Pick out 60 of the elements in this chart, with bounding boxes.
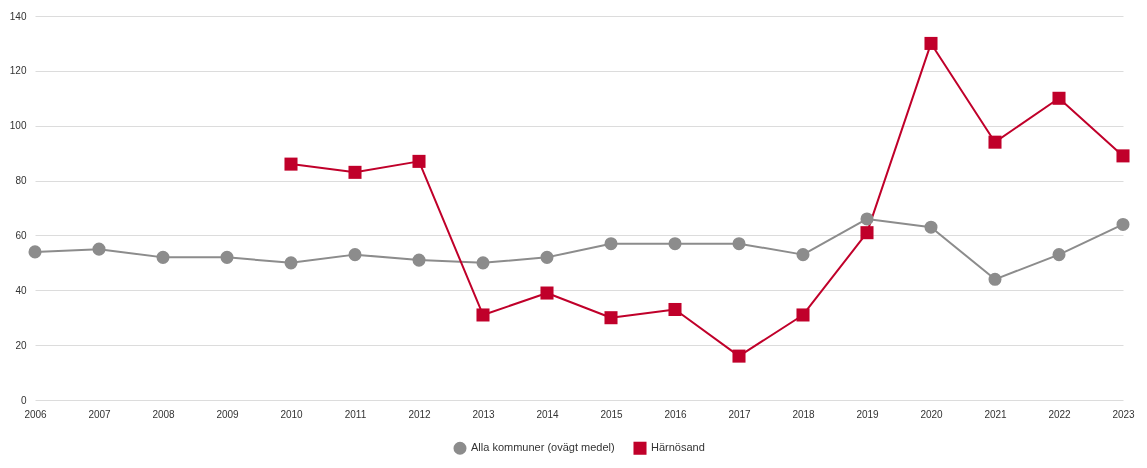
point (412, 253, 426, 267)
x-tick-label: 2018 (792, 408, 816, 420)
point (412, 154, 426, 168)
point (924, 220, 938, 234)
point (924, 36, 938, 50)
point (796, 308, 810, 322)
x-tick-label: 2015 (600, 408, 624, 420)
x-tick-label: 2010 (280, 408, 304, 420)
point (988, 272, 1002, 286)
point (668, 302, 682, 316)
x-tick-label: 2014 (536, 408, 560, 420)
point (92, 242, 106, 256)
x-tick-label: 2017 (728, 408, 752, 420)
point (796, 248, 810, 262)
point (604, 237, 618, 251)
x-tick-label: 2012 (408, 408, 432, 420)
y-tick-label: 20 (15, 339, 27, 351)
point (348, 248, 362, 262)
point (284, 157, 298, 171)
point (540, 250, 554, 264)
point (1116, 217, 1130, 231)
y-tick-label: 120 (9, 65, 27, 77)
x-tick-label: 2019 (856, 408, 880, 420)
point (860, 212, 874, 226)
point (156, 250, 170, 264)
point (348, 165, 362, 179)
point (988, 135, 1002, 149)
point (1052, 248, 1066, 262)
point (1052, 91, 1066, 105)
x-tick-label: 2008 (152, 408, 176, 420)
point (220, 250, 234, 264)
x-tick-label: 2011 (344, 408, 367, 420)
y-tick-label: 0 (20, 394, 27, 406)
point (28, 245, 42, 259)
x-tick-label: 2009 (216, 408, 240, 420)
y-tick-label: 60 (15, 229, 27, 241)
x-tick-label: 2021 (984, 408, 1008, 420)
y-tick-label: 100 (9, 120, 27, 132)
x-tick-label: 2016 (664, 408, 688, 420)
legend-label: Härnösand (651, 441, 705, 454)
legend-label: Alla kommuner (ovägt medel) (471, 441, 615, 454)
y-tick-label: 40 (15, 284, 27, 296)
x-tick-label: 2006 (24, 408, 48, 420)
point (668, 237, 682, 251)
point (860, 226, 874, 240)
point (476, 308, 490, 322)
y-tick-label: 140 (9, 10, 27, 22)
x-tick-label: 2020 (920, 408, 944, 420)
x-tick-label: 2007 (88, 408, 112, 420)
point (732, 237, 746, 251)
point (1116, 149, 1130, 163)
x-tick-label: 2022 (1048, 408, 1072, 420)
x-tick-label: 2013 (472, 408, 496, 420)
point (604, 311, 618, 325)
point (476, 256, 490, 270)
point (284, 256, 298, 270)
point (732, 349, 746, 363)
point (540, 286, 554, 300)
y-tick-label: 80 (15, 175, 27, 187)
x-tick-label: 2023 (1112, 408, 1136, 420)
